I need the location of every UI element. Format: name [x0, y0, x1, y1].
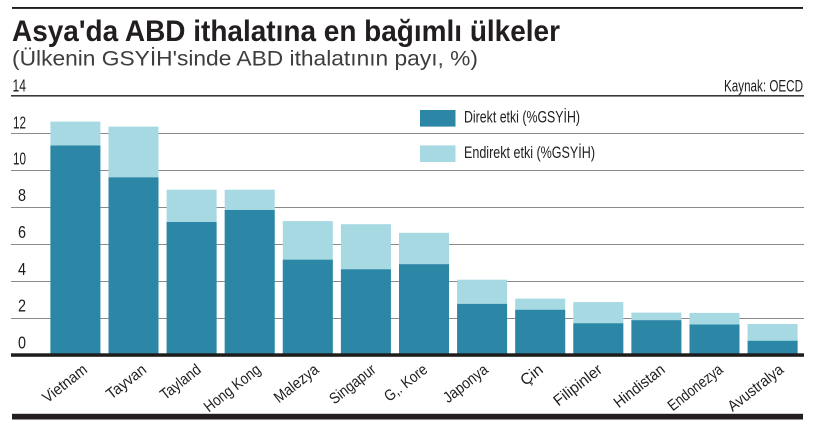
- svg-text:10: 10: [13, 149, 26, 169]
- svg-text:Vietnam: Vietnam: [39, 361, 90, 406]
- svg-text:Endonezya: Endonezya: [665, 361, 727, 415]
- svg-text:12: 12: [13, 113, 26, 133]
- svg-text:Tayvan: Tayvan: [103, 361, 150, 403]
- svg-text:Malezya: Malezya: [271, 361, 323, 407]
- svg-text:Japonya: Japonya: [440, 361, 492, 407]
- svg-text:8: 8: [18, 185, 26, 205]
- svg-text:Direkt etki (%GSYİH): Direkt etki (%GSYİH): [464, 108, 580, 127]
- svg-text:6: 6: [18, 222, 26, 242]
- svg-text:4: 4: [18, 259, 26, 279]
- svg-text:Hong Kong: Hong Kong: [201, 361, 264, 416]
- svg-text:Endirekt etki (%GSYİH): Endirekt etki (%GSYİH): [464, 143, 595, 162]
- svg-text:Tayland: Tayland: [157, 361, 205, 403]
- svg-text:0: 0: [18, 333, 26, 353]
- svg-text:(Ülkenin GSYİH'sinde ABD ithal: (Ülkenin GSYİH'sinde ABD ithalatının pay…: [12, 48, 478, 71]
- svg-text:Asya'da ABD ithalatına en bağı: Asya'da ABD ithalatına en bağımlı ülkele…: [12, 15, 560, 48]
- svg-text:Hindistan: Hindistan: [611, 361, 669, 411]
- svg-text:Avustralya: Avustralya: [725, 361, 788, 415]
- svg-text:Kaynak: OECD: Kaynak: OECD: [724, 76, 803, 95]
- svg-text:2: 2: [18, 296, 26, 316]
- svg-text:Singapur: Singapur: [326, 361, 379, 408]
- svg-text:G,. Kore: G,. Kore: [381, 361, 431, 405]
- svg-text:Çin: Çin: [517, 361, 546, 389]
- svg-text:Filipinler: Filipinler: [550, 361, 605, 409]
- svg-text:14: 14: [13, 76, 27, 96]
